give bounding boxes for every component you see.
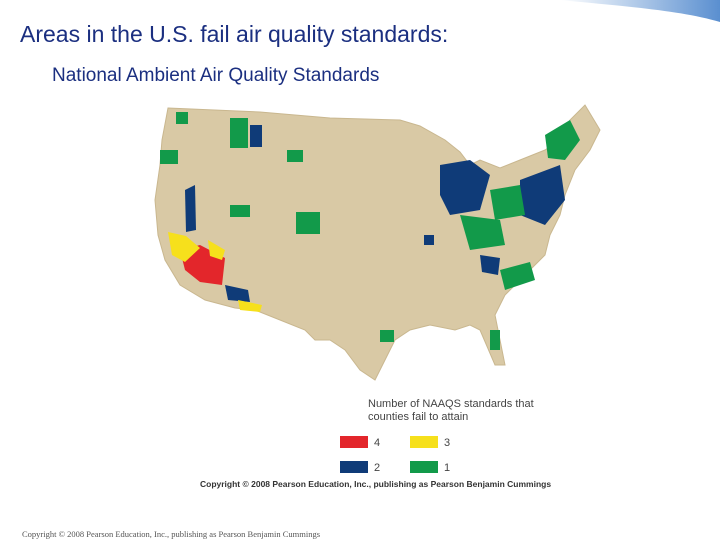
legend-swatch bbox=[340, 436, 368, 448]
patch bbox=[296, 212, 320, 234]
patch bbox=[490, 185, 525, 220]
legend-title: counties fail to attain bbox=[368, 411, 468, 423]
legend-swatch bbox=[340, 461, 368, 473]
patch bbox=[230, 118, 248, 148]
patch bbox=[520, 165, 565, 225]
us-map bbox=[154, 104, 601, 381]
slide-subtitle: National Ambient Air Quality Standards bbox=[52, 65, 379, 86]
patch bbox=[287, 150, 303, 162]
patch bbox=[250, 125, 262, 147]
patch bbox=[176, 112, 188, 124]
patch bbox=[380, 330, 394, 342]
legend-swatch bbox=[410, 436, 438, 448]
patch bbox=[545, 120, 580, 160]
patch bbox=[238, 300, 262, 312]
patch bbox=[440, 160, 490, 215]
legend-swatch bbox=[410, 461, 438, 473]
legend-title: Number of NAAQS standards that bbox=[368, 398, 534, 410]
map-copyright: Copyright © 2008 Pearson Education, Inc.… bbox=[200, 479, 551, 489]
patch bbox=[490, 330, 500, 350]
legend-label: 2 bbox=[374, 462, 380, 474]
patch bbox=[500, 262, 535, 290]
patch bbox=[424, 235, 434, 245]
us-outline bbox=[154, 104, 601, 381]
county-patches bbox=[160, 112, 580, 350]
slide-footer: Copyright © 2008 Pearson Education, Inc.… bbox=[22, 529, 320, 539]
patch bbox=[480, 255, 500, 275]
patch bbox=[185, 185, 196, 232]
patch bbox=[160, 150, 178, 164]
patch bbox=[208, 240, 225, 260]
legend-label: 3 bbox=[444, 437, 450, 449]
patch bbox=[230, 205, 250, 217]
slide-title: Areas in the U.S. fail air quality stand… bbox=[20, 21, 448, 47]
corner-decoration bbox=[560, 0, 720, 22]
patch bbox=[460, 215, 505, 250]
legend-label: 4 bbox=[374, 437, 380, 449]
patch bbox=[168, 232, 200, 262]
patch bbox=[225, 285, 250, 302]
legend-label: 1 bbox=[444, 462, 450, 474]
